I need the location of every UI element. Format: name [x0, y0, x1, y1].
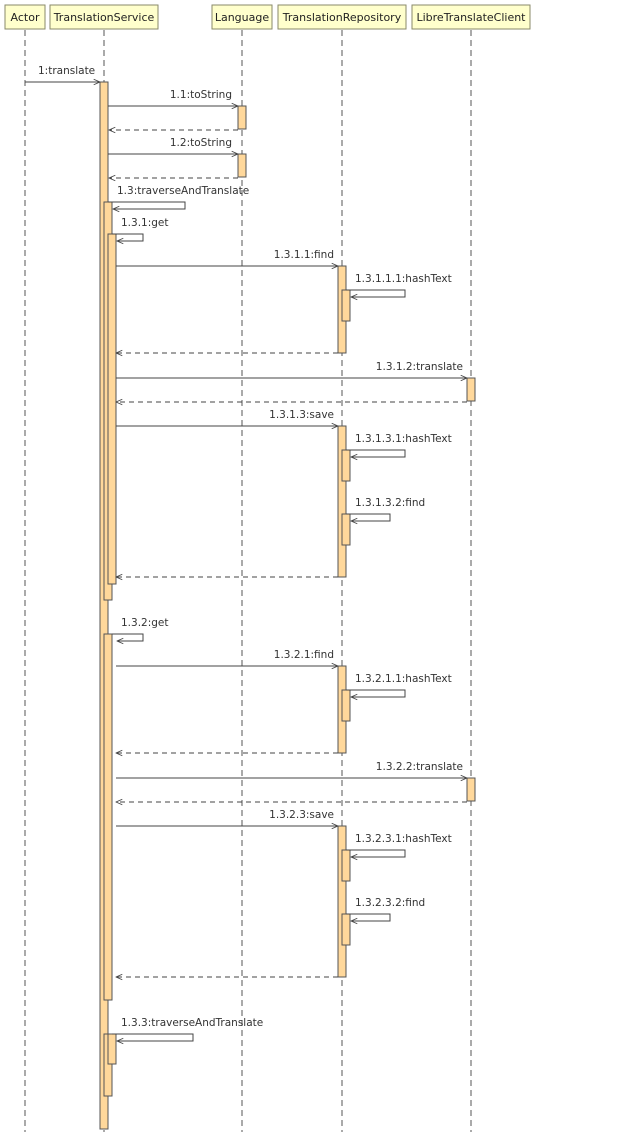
participant-translation-repository[interactable]: TranslationRepository	[277, 4, 407, 30]
participant-translation-service[interactable]: TranslationService	[49, 4, 159, 30]
message-label: 1.3.1.2:translate	[376, 361, 463, 373]
activation-bar	[107, 1033, 117, 1065]
message-get[interactable]: 1.3.1:get	[112, 217, 169, 241]
message-label: 1.3.2.3.1:hashText	[355, 833, 452, 845]
participant-actor[interactable]: Actor	[4, 4, 46, 30]
activation-bar	[103, 633, 113, 1001]
message-traverse-and-translate[interactable]: 1.3.3:traverseAndTranslate	[112, 1017, 263, 1041]
message-label: 1.1:toString	[170, 89, 232, 101]
participant-label: Actor	[11, 11, 40, 24]
activation-bar	[341, 289, 351, 322]
activation-bar	[341, 513, 351, 546]
message-translate[interactable]: 1.3.2.2:translate	[116, 761, 467, 778]
message-label: 1.3.1.1.1:hashText	[355, 273, 452, 285]
participant-label: TranslationRepository	[282, 11, 402, 24]
message-label: 1.3.2.1:find	[274, 649, 334, 661]
activations	[99, 81, 476, 1130]
message-hash-text[interactable]: 1.3.1.1.1:hashText	[346, 273, 452, 297]
message-label: 1.3.1.3:save	[269, 409, 334, 421]
message-find[interactable]: 1.3.1.3.2:find	[346, 497, 425, 521]
participant-label: LibreTranslateClient	[416, 11, 526, 24]
message-hash-text[interactable]: 1.3.2.1.1:hashText	[346, 673, 452, 697]
activation-bar	[337, 425, 347, 578]
message-label: 1.3.2.3:save	[269, 809, 334, 821]
message-find[interactable]: 1.3.2.3.2:find	[346, 897, 425, 921]
participant-language[interactable]: Language	[211, 4, 273, 30]
activation-bar	[466, 777, 476, 802]
message-translate[interactable]: 1.3.1.2:translate	[116, 361, 467, 378]
participant-label: Language	[215, 11, 270, 24]
message-label: 1.3.2.3.2:find	[355, 897, 425, 909]
message-hash-text[interactable]: 1.3.1.3.1:hashText	[346, 433, 452, 457]
activation-bar	[99, 81, 109, 1130]
message-translate[interactable]: 1:translate	[25, 65, 100, 82]
message-to-string[interactable]: 1.1:toString	[108, 89, 238, 106]
messages: 1:translate 1.1:toString 1.2:toString 1.…	[25, 65, 467, 1041]
activation-bar	[466, 377, 476, 402]
activation-bar	[107, 233, 117, 585]
participant-libre-translate-client[interactable]: LibreTranslateClient	[411, 4, 531, 30]
message-label: 1.3.1.3.1:hashText	[355, 433, 452, 445]
message-label: 1.3.1:get	[121, 217, 169, 229]
activation-bar	[237, 153, 247, 178]
message-label: 1.2:toString	[170, 137, 232, 149]
message-label: 1.3.1.3.2:find	[355, 497, 425, 509]
message-label: 1.3.2.2:translate	[376, 761, 463, 773]
activation-bar	[237, 105, 247, 130]
message-get[interactable]: 1.3.2:get	[112, 617, 169, 641]
activation-bar	[341, 689, 351, 722]
message-find[interactable]: 1.3.1.1:find	[116, 249, 338, 266]
message-to-string[interactable]: 1.2:toString	[108, 137, 238, 154]
message-hash-text[interactable]: 1.3.2.3.1:hashText	[346, 833, 452, 857]
message-label: 1.3:traverseAndTranslate	[117, 185, 249, 197]
message-save[interactable]: 1.3.2.3:save	[116, 809, 338, 826]
message-label: 1.3.2:get	[121, 617, 169, 629]
message-save[interactable]: 1.3.1.3:save	[116, 409, 338, 426]
activation-bar	[337, 825, 347, 978]
participant-label: TranslationService	[53, 11, 155, 24]
message-traverse-and-translate[interactable]: 1.3:traverseAndTranslate	[108, 185, 249, 209]
message-label: 1.3.1.1:find	[274, 249, 334, 261]
message-label: 1:translate	[38, 65, 95, 77]
message-find[interactable]: 1.3.2.1:find	[116, 649, 338, 666]
message-label: 1.3.2.1.1:hashText	[355, 673, 452, 685]
activation-bar	[341, 913, 351, 946]
activation-bar	[341, 449, 351, 482]
activation-bar	[341, 849, 351, 882]
message-label: 1.3.3:traverseAndTranslate	[121, 1017, 263, 1029]
